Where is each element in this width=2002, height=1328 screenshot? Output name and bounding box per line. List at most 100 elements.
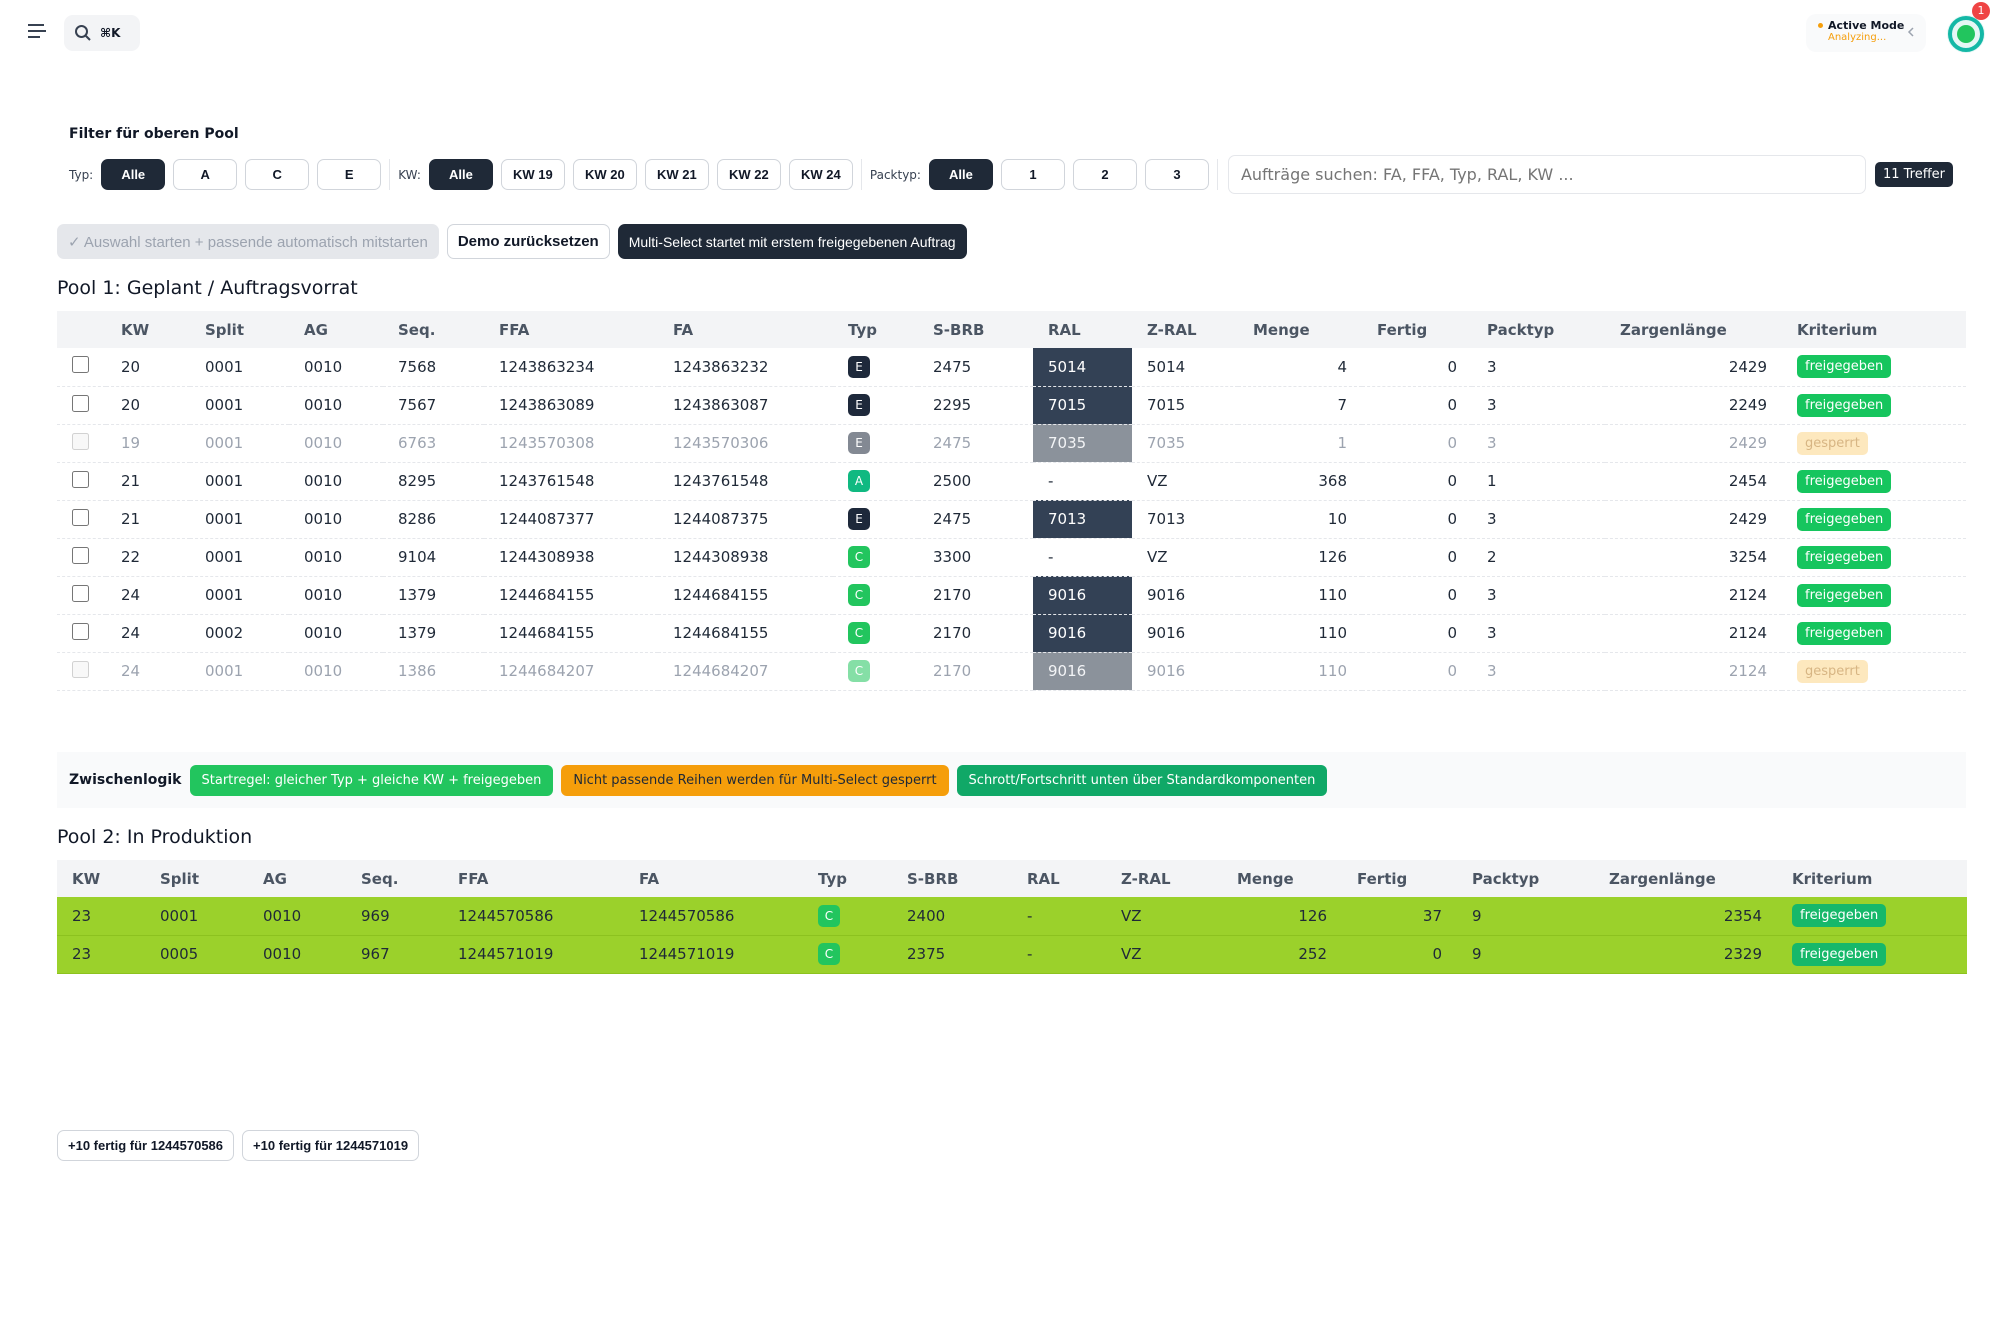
menu-icon[interactable] bbox=[26, 22, 48, 40]
cell: freigegeben bbox=[1782, 386, 1966, 425]
cell: 1 bbox=[1238, 424, 1362, 463]
row-checkbox bbox=[72, 432, 89, 450]
row-checkbox[interactable] bbox=[72, 584, 89, 602]
cell: 2170 bbox=[918, 652, 1033, 691]
cell: 0001 bbox=[190, 576, 289, 615]
row-checkbox[interactable] bbox=[72, 546, 89, 564]
type-badge: C bbox=[848, 584, 870, 606]
column-header: Split bbox=[190, 311, 289, 348]
row-checkbox[interactable] bbox=[72, 470, 89, 488]
filter-option[interactable]: Alle bbox=[928, 159, 993, 190]
filter-option[interactable]: E bbox=[317, 159, 382, 190]
cell: 7568 bbox=[383, 348, 484, 387]
action-button[interactable]: Multi-Select startet mit erstem freigege… bbox=[617, 224, 967, 259]
cell: 9016 bbox=[1132, 652, 1238, 691]
cell: 2454 bbox=[1605, 462, 1782, 501]
row-checkbox[interactable] bbox=[72, 622, 89, 640]
column-header: Typ bbox=[803, 860, 892, 897]
cell: E bbox=[833, 386, 918, 425]
cell: 4 bbox=[1238, 348, 1362, 387]
checkbox-cell bbox=[57, 386, 106, 425]
logic-chip: Startregel: gleicher Typ + gleiche KW + … bbox=[189, 764, 554, 796]
cell: 126 bbox=[1238, 538, 1362, 577]
type-badge: E bbox=[848, 508, 870, 530]
filter-option[interactable]: KW 20 bbox=[572, 159, 637, 190]
column-header: Typ bbox=[833, 311, 918, 348]
cell: 3300 bbox=[918, 538, 1033, 577]
cell: 2124 bbox=[1605, 652, 1782, 691]
cell: 7035 bbox=[1132, 424, 1238, 463]
cell: freigegeben bbox=[1777, 897, 1967, 936]
search-input[interactable] bbox=[1227, 155, 1866, 194]
type-badge: C bbox=[818, 943, 840, 965]
cell: 0001 bbox=[190, 462, 289, 501]
checkbox-cell bbox=[57, 348, 106, 387]
filter-option[interactable]: C bbox=[245, 159, 310, 190]
progress-button[interactable]: +10 fertig für 1244570586 bbox=[57, 1130, 235, 1161]
filter-option[interactable]: A bbox=[173, 159, 238, 190]
cell: VZ bbox=[1106, 935, 1222, 974]
cell: 1243863089 bbox=[484, 386, 658, 425]
column-header: Zargenlänge bbox=[1594, 860, 1777, 897]
cell: 5014 bbox=[1033, 348, 1132, 387]
cell: C bbox=[833, 576, 918, 615]
cell: 9016 bbox=[1132, 614, 1238, 653]
cell: freigegeben bbox=[1782, 462, 1966, 501]
cell: 10 bbox=[1238, 500, 1362, 539]
action-button[interactable]: Demo zurücksetzen bbox=[446, 224, 610, 259]
cell: 0001 bbox=[190, 348, 289, 387]
table-row: 19 0001 0010 6763 1243570308 1243570306 E 2475 7… bbox=[57, 424, 1966, 463]
table-row: 23 0001 0010 969 1244570586 1244570586 C 2400- V… bbox=[57, 897, 1967, 936]
criterion-badge: freigegeben bbox=[1792, 942, 1887, 966]
column-header: Kriterium bbox=[1777, 860, 1967, 897]
cell: 1244684155 bbox=[484, 576, 658, 615]
filter-label: KW: bbox=[398, 167, 421, 182]
filter-option[interactable]: Alle bbox=[101, 159, 166, 190]
cell: 252 bbox=[1222, 935, 1342, 974]
cell: 8295 bbox=[383, 462, 484, 501]
column-header: Z-RAL bbox=[1106, 860, 1222, 897]
filter-option[interactable]: 1 bbox=[1000, 159, 1065, 190]
action-button[interactable]: ✓ Auswahl starten + passende automatisch… bbox=[57, 224, 439, 259]
cell: 1244570586 bbox=[443, 897, 624, 936]
cell: 3254 bbox=[1605, 538, 1782, 577]
type-badge: C bbox=[848, 660, 870, 682]
cell: 2475 bbox=[918, 500, 1033, 539]
search-shortcut[interactable]: ⌘K bbox=[64, 15, 140, 51]
row-checkbox[interactable] bbox=[72, 356, 89, 374]
row-checkbox[interactable] bbox=[72, 508, 89, 526]
row-checkbox[interactable] bbox=[72, 394, 89, 412]
cell: C bbox=[833, 614, 918, 653]
cell: 368 bbox=[1238, 462, 1362, 501]
filter-option[interactable]: KW 19 bbox=[500, 159, 565, 190]
cell: 1244087375 bbox=[658, 500, 833, 539]
filter-option[interactable]: KW 22 bbox=[716, 159, 781, 190]
cell: 9 bbox=[1457, 897, 1594, 936]
filter-option[interactable]: 2 bbox=[1072, 159, 1137, 190]
filter-option[interactable]: KW 21 bbox=[644, 159, 709, 190]
filter-option[interactable]: Alle bbox=[428, 159, 493, 190]
cell: 1244684207 bbox=[484, 652, 658, 691]
filter-option[interactable]: 3 bbox=[1144, 159, 1209, 190]
type-badge: A bbox=[848, 470, 870, 492]
filter-option[interactable]: KW 24 bbox=[788, 159, 853, 190]
table-row: 20 0001 0010 7568 1243863234 1243863232 E 2475 5… bbox=[57, 348, 1966, 387]
cell: 1243570306 bbox=[658, 424, 833, 463]
hits-badge: 11 Treffer bbox=[1874, 162, 1953, 187]
cell: 110 bbox=[1238, 576, 1362, 615]
avatar[interactable] bbox=[1944, 12, 1988, 56]
cell: 1379 bbox=[383, 614, 484, 653]
progress-button[interactable]: +10 fertig für 1244571019 bbox=[242, 1130, 420, 1161]
cell: 1243761548 bbox=[658, 462, 833, 501]
cell: 0 bbox=[1362, 652, 1472, 691]
column-header: Menge bbox=[1222, 860, 1342, 897]
cell: C bbox=[803, 897, 892, 936]
logic-label: Zwischenlogik bbox=[69, 772, 182, 788]
pool1-title: Pool 1: Geplant / Auftragsvorrat bbox=[57, 277, 358, 299]
cell: 1243863087 bbox=[658, 386, 833, 425]
column-header: Seq. bbox=[383, 311, 484, 348]
status-pill[interactable]: Active Mode Analyzing... bbox=[1806, 14, 1926, 52]
cell: 6763 bbox=[383, 424, 484, 463]
cell: 1244684207 bbox=[658, 652, 833, 691]
